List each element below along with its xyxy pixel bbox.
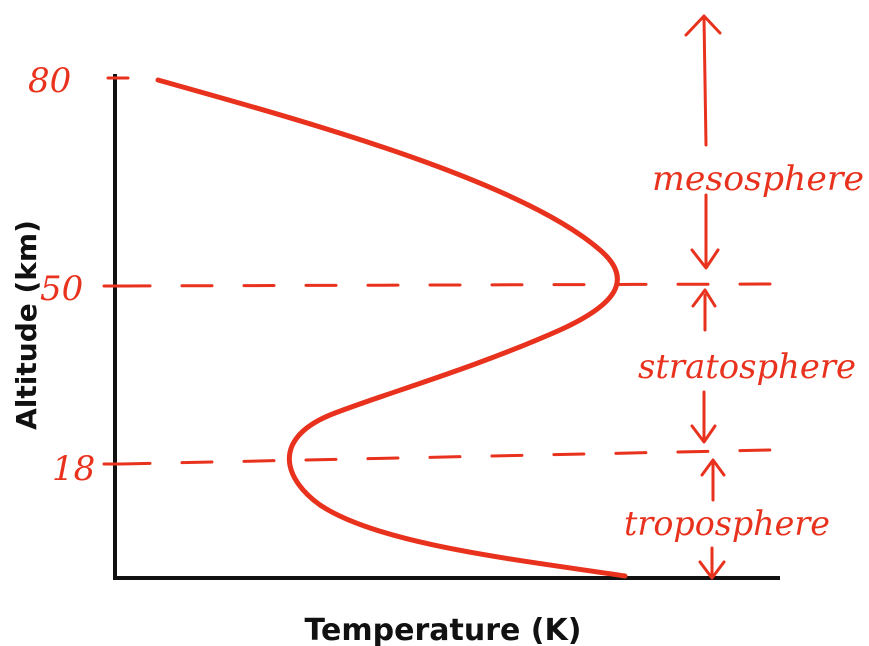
layer-arrow-troposphere bbox=[698, 458, 726, 580]
layer-label-stratosphere: stratosphere bbox=[638, 347, 856, 387]
layer-arrow-mesosphere bbox=[684, 14, 722, 270]
layer-arrow-stratosphere bbox=[690, 288, 717, 444]
x-axis-title: Temperature (K) bbox=[305, 613, 582, 646]
layer-label-mesosphere: mesosphere bbox=[652, 159, 864, 199]
tick-label-80: 80 bbox=[28, 61, 71, 101]
y-axis-title: Altitude (km) bbox=[10, 220, 43, 430]
tick-label-50: 50 bbox=[40, 269, 83, 309]
temperature-profile-curve bbox=[155, 77, 628, 579]
boundary-line-50km bbox=[118, 282, 772, 288]
boundary-line-18km bbox=[118, 448, 772, 466]
tick-label-18: 18 bbox=[52, 449, 95, 489]
layer-label-troposphere: troposphere bbox=[624, 504, 830, 544]
